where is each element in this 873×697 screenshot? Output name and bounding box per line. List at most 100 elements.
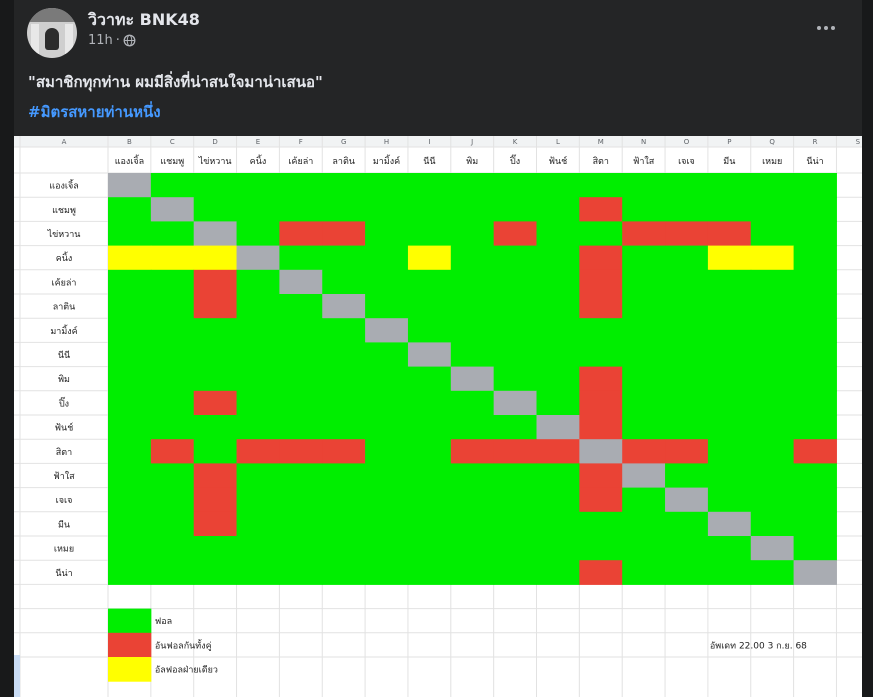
- matrix-cell: [322, 318, 366, 343]
- post-meta: 11h ·: [88, 33, 136, 48]
- matrix-cell: [365, 511, 409, 537]
- matrix-cell: [279, 390, 323, 416]
- column-letter: G: [341, 138, 346, 146]
- matrix-cell: [236, 487, 280, 513]
- matrix-cell: [493, 269, 537, 295]
- matrix-cell: [579, 366, 623, 392]
- matrix-cell: [150, 197, 195, 222]
- matrix-cell: [793, 511, 837, 537]
- matrix-cell: [750, 560, 795, 585]
- globe-icon[interactable]: [123, 34, 136, 47]
- matrix-cell: [707, 487, 752, 513]
- column-member-name: คนิ้ง: [250, 154, 267, 167]
- matrix-cell: [193, 511, 238, 537]
- matrix-cell: [193, 390, 238, 416]
- matrix-cell: [536, 173, 580, 198]
- hashtag-link[interactable]: #มิตรสหายท่านหนึ่ง: [28, 103, 161, 121]
- matrix-cell: [493, 245, 537, 271]
- row-member-name: แองเจิ้ล: [49, 179, 78, 192]
- matrix-cell: [279, 511, 323, 537]
- matrix-cell: [450, 366, 495, 392]
- matrix-cell: [493, 560, 537, 585]
- matrix-cell: [150, 439, 195, 464]
- matrix-cell: [622, 173, 666, 198]
- matrix-cell: [236, 415, 280, 440]
- more-options-icon[interactable]: [812, 18, 840, 38]
- matrix-cell: [193, 197, 238, 222]
- matrix-cell: [322, 245, 366, 271]
- matrix-cell: [108, 342, 152, 368]
- matrix-cell: [750, 269, 795, 295]
- column-member-name: ฟ้นช์: [549, 155, 568, 167]
- column-member-name: มีน: [723, 156, 735, 167]
- column-letter: H: [384, 138, 389, 146]
- matrix-cell: [322, 390, 366, 416]
- matrix-cell: [579, 342, 623, 368]
- matrix-cell: [150, 390, 195, 416]
- matrix-cell: [322, 463, 366, 489]
- matrix-cell: [622, 439, 666, 464]
- post-image[interactable]: A B C D E F G H I J K L M N O P Q R S แองเจิ้ล แชมพู ไข่หวานค…: [14, 136, 862, 697]
- matrix-cell: [407, 318, 452, 343]
- matrix-cell: [493, 197, 537, 222]
- matrix-cell: [493, 221, 537, 247]
- matrix-cell: [493, 487, 537, 513]
- matrix-cell: [750, 294, 795, 319]
- matrix-cell: [493, 536, 537, 561]
- matrix-cell: [793, 318, 837, 343]
- matrix-cell: [236, 560, 280, 585]
- matrix-cell: [750, 221, 795, 247]
- matrix-cell: [536, 511, 580, 537]
- matrix-cell: [493, 318, 537, 343]
- matrix-cell: [450, 294, 495, 319]
- matrix-cell: [707, 439, 752, 464]
- matrix-cell: [665, 294, 709, 319]
- matrix-cell: [450, 221, 495, 247]
- matrix-cell: [579, 463, 623, 489]
- post-time[interactable]: 11h: [88, 33, 113, 48]
- matrix-cell: [622, 318, 666, 343]
- matrix-cell: [322, 560, 366, 585]
- matrix-cell: [793, 390, 837, 416]
- matrix-cell: [707, 294, 752, 319]
- matrix-cell: [193, 245, 238, 271]
- matrix-cell: [579, 487, 623, 513]
- matrix-cell: [365, 560, 409, 585]
- matrix-cell: [793, 197, 837, 222]
- matrix-cell: [579, 560, 623, 585]
- matrix-cell: [236, 511, 280, 537]
- matrix-cell: [750, 487, 795, 513]
- column-member-name: เหมย: [762, 157, 782, 167]
- matrix-cell: [750, 318, 795, 343]
- column-letter: O: [684, 138, 690, 146]
- matrix-cell: [365, 294, 409, 319]
- matrix-cell: [622, 415, 666, 440]
- matrix-cell: [108, 390, 152, 416]
- column-letter: M: [598, 138, 604, 146]
- avatar[interactable]: [27, 8, 77, 58]
- matrix-cell: [365, 463, 409, 489]
- matrix-cell: [365, 269, 409, 295]
- matrix-cell: [493, 366, 537, 392]
- matrix-cell: [579, 197, 623, 222]
- author-name[interactable]: วิวาทะ BNK48: [88, 10, 200, 29]
- matrix-cell: [322, 487, 366, 513]
- matrix-cell: [665, 439, 709, 464]
- matrix-cell: [793, 415, 837, 440]
- matrix-cell: [493, 511, 537, 537]
- matrix-cell: [322, 173, 366, 198]
- legend-label: อันฟอลกันทั้งคู่: [155, 638, 212, 651]
- matrix-cell: [365, 536, 409, 561]
- matrix-cell: [707, 318, 752, 343]
- matrix-cell: [493, 294, 537, 319]
- matrix-cell: [365, 390, 409, 416]
- matrix-cell: [665, 390, 709, 416]
- matrix-cell: [150, 245, 195, 271]
- matrix-cell: [450, 439, 495, 464]
- column-member-name: เจเจ: [678, 157, 695, 167]
- matrix-cell: [536, 536, 580, 561]
- matrix-cell: [322, 197, 366, 222]
- matrix-cell: [279, 245, 323, 271]
- matrix-cell: [322, 415, 366, 440]
- matrix-cell: [665, 366, 709, 392]
